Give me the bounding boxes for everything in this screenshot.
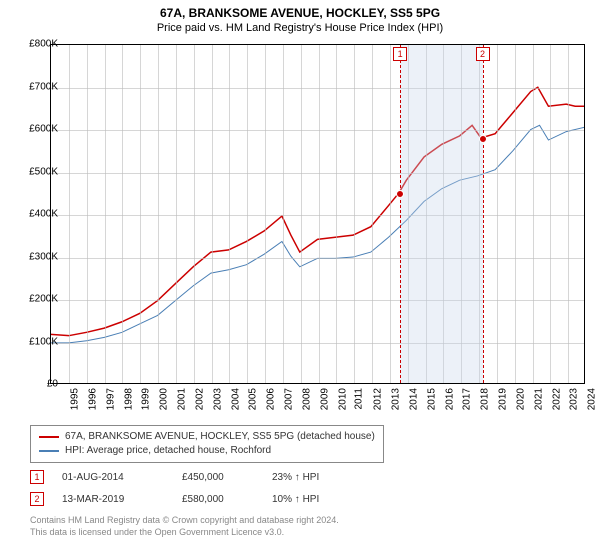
event-marker: 1 bbox=[393, 47, 407, 61]
event-marker: 2 bbox=[476, 47, 490, 61]
y-axis-label: £100K bbox=[29, 336, 58, 347]
x-axis-label: 2022 bbox=[551, 388, 562, 410]
x-axis-label: 2009 bbox=[319, 388, 330, 410]
footer-line: Contains HM Land Registry data © Crown c… bbox=[30, 514, 339, 526]
x-axis-label: 2012 bbox=[372, 388, 383, 410]
table-row: 2 13-MAR-2019 £580,000 10% ↑ HPI bbox=[30, 488, 362, 510]
x-axis-label: 1998 bbox=[123, 388, 134, 410]
y-axis-label: £600K bbox=[29, 124, 58, 135]
chart-title: 67A, BRANKSOME AVENUE, HOCKLEY, SS5 5PG bbox=[0, 0, 600, 20]
x-axis-label: 2002 bbox=[194, 388, 205, 410]
x-axis-label: 2019 bbox=[497, 388, 508, 410]
legend-swatch bbox=[39, 436, 59, 438]
y-axis-label: £300K bbox=[29, 251, 58, 262]
x-axis-label: 2001 bbox=[176, 388, 187, 410]
row-marker: 2 bbox=[30, 492, 44, 506]
x-axis-label: 2024 bbox=[586, 388, 597, 410]
x-axis-label: 1999 bbox=[141, 388, 152, 410]
chart-lines-svg bbox=[51, 45, 584, 383]
x-axis-label: 2011 bbox=[354, 388, 365, 410]
x-axis-label: 2003 bbox=[212, 388, 223, 410]
footer-line: This data is licensed under the Open Gov… bbox=[30, 526, 339, 538]
x-axis-label: 2010 bbox=[337, 388, 348, 410]
y-axis-label: £200K bbox=[29, 294, 58, 305]
x-axis-label: 2005 bbox=[248, 388, 259, 410]
row-date: 01-AUG-2014 bbox=[62, 472, 182, 483]
x-axis-label: 2020 bbox=[515, 388, 526, 410]
chart-subtitle: Price paid vs. HM Land Registry's House … bbox=[0, 20, 600, 34]
row-price: £580,000 bbox=[182, 494, 272, 505]
chart-legend: 67A, BRANKSOME AVENUE, HOCKLEY, SS5 5PG … bbox=[30, 425, 384, 463]
row-pct: 23% ↑ HPI bbox=[272, 472, 362, 483]
x-axis-label: 1997 bbox=[105, 388, 116, 410]
legend-label: HPI: Average price, detached house, Roch… bbox=[65, 444, 271, 458]
y-axis-label: £400K bbox=[29, 209, 58, 220]
footer-attribution: Contains HM Land Registry data © Crown c… bbox=[30, 514, 339, 538]
x-axis-label: 2004 bbox=[230, 388, 241, 410]
x-axis-label: 2006 bbox=[265, 388, 276, 410]
y-axis-label: £500K bbox=[29, 166, 58, 177]
legend-item: 67A, BRANKSOME AVENUE, HOCKLEY, SS5 5PG … bbox=[39, 430, 375, 444]
chart-container: 67A, BRANKSOME AVENUE, HOCKLEY, SS5 5PG … bbox=[0, 0, 600, 560]
x-axis-label: 2021 bbox=[533, 388, 544, 410]
legend-label: 67A, BRANKSOME AVENUE, HOCKLEY, SS5 5PG … bbox=[65, 430, 375, 444]
x-axis-label: 2018 bbox=[479, 388, 490, 410]
row-date: 13-MAR-2019 bbox=[62, 494, 182, 505]
legend-item: HPI: Average price, detached house, Roch… bbox=[39, 444, 375, 458]
x-axis-label: 2000 bbox=[158, 388, 169, 410]
y-axis-label: £800K bbox=[29, 39, 58, 50]
x-axis-label: 2014 bbox=[408, 388, 419, 410]
x-axis-label: 2013 bbox=[390, 388, 401, 410]
x-axis-label: 1996 bbox=[87, 388, 98, 410]
x-axis-label: 1995 bbox=[69, 388, 80, 410]
row-price: £450,000 bbox=[182, 472, 272, 483]
chart-plot-area: 12 bbox=[50, 44, 585, 384]
x-axis-label: 2007 bbox=[283, 388, 294, 410]
legend-swatch bbox=[39, 450, 59, 452]
x-axis-label: 2008 bbox=[301, 388, 312, 410]
sale-data-table: 1 01-AUG-2014 £450,000 23% ↑ HPI 2 13-MA… bbox=[30, 466, 362, 510]
row-marker: 1 bbox=[30, 470, 44, 484]
y-axis-label: £0 bbox=[47, 379, 58, 390]
x-axis-label: 2017 bbox=[462, 388, 473, 410]
y-axis-label: £700K bbox=[29, 81, 58, 92]
row-pct: 10% ↑ HPI bbox=[272, 494, 362, 505]
table-row: 1 01-AUG-2014 £450,000 23% ↑ HPI bbox=[30, 466, 362, 488]
x-axis-label: 2016 bbox=[444, 388, 455, 410]
x-axis-label: 2023 bbox=[569, 388, 580, 410]
x-axis-label: 2015 bbox=[426, 388, 437, 410]
